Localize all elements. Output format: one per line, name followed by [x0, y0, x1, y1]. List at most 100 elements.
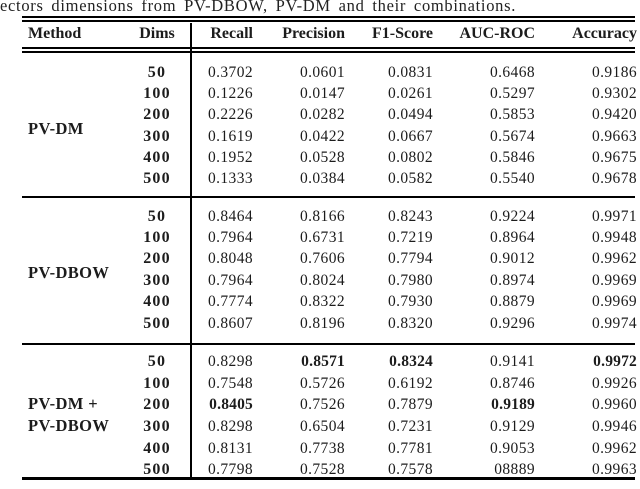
method-label-line: PV-DBOW — [28, 415, 110, 435]
metric-value-cell: 0.7980 — [387, 271, 433, 289]
metric-value-cell: 0.7528 — [299, 461, 345, 479]
metric-value-cell: 0.9302 — [591, 84, 637, 102]
table-row: 50 0.8464 0.8166 0.8243 0.9224 0.9971 — [0, 206, 640, 227]
dims-cell: 50 — [147, 63, 167, 81]
metric-value-cell: 0.0261 — [387, 84, 433, 102]
metric-value-cell: 0.9972 — [593, 352, 637, 370]
metric-value-cell: 0.1226 — [207, 84, 253, 102]
metric-value-cell: 0.8879 — [489, 293, 535, 311]
dims-cell: 200 — [143, 396, 171, 414]
metric-value-cell: 0.0582 — [387, 170, 433, 188]
metric-value-cell: 0.0831 — [387, 63, 433, 81]
metric-value-cell: 0.8607 — [207, 314, 253, 332]
table-row: 50 0.8298 0.8571 0.8324 0.9141 0.9972 — [0, 351, 640, 373]
method-label: PV-DBOW — [28, 262, 109, 284]
metric-value-cell: 0.6192 — [387, 374, 433, 392]
metric-value-cell: 0.8320 — [387, 314, 433, 332]
header-accuracy: Accuracy — [572, 25, 637, 42]
metric-value-cell: 0.7794 — [387, 250, 433, 268]
header-recall: Recall — [210, 25, 253, 42]
header-dims: Dims — [139, 25, 175, 42]
metric-value-cell: 0.8405 — [209, 396, 253, 414]
metric-value-cell: 0.9296 — [489, 314, 535, 332]
metric-value-cell: 0.0667 — [387, 127, 433, 145]
group-separator-rule — [22, 343, 635, 345]
metric-value-cell: 0.9962 — [591, 439, 637, 457]
table-row: 400 0.7774 0.8322 0.7930 0.8879 0.9969 — [0, 292, 640, 313]
metric-value-cell: 0.7879 — [387, 396, 433, 414]
table-row: 500 0.1333 0.0384 0.0582 0.5540 0.9678 — [0, 168, 640, 189]
metric-value-cell: 0.8024 — [299, 271, 345, 289]
metric-value-cell: 0.0384 — [299, 170, 345, 188]
metric-value-cell: 0.5846 — [489, 148, 535, 166]
metric-value-cell: 0.9678 — [591, 170, 637, 188]
method-label: PV-DM — [28, 118, 84, 140]
metric-value-cell: 0.9189 — [491, 396, 535, 414]
metric-value-cell: 0.7548 — [207, 374, 253, 392]
metric-value-cell: 0.7964 — [207, 229, 253, 247]
group-pv-dm-pv-dbow: 50 0.8298 0.8571 0.8324 0.9141 0.9972 100 0.754… — [0, 351, 640, 481]
method-label-line: PV-DM — [28, 119, 84, 138]
metric-value-cell: 0.5297 — [489, 84, 535, 102]
table-row: 200 0.8048 0.7606 0.7794 0.9012 0.9962 — [0, 249, 640, 270]
metric-value-cell: 0.1619 — [207, 127, 253, 145]
dims-cell: 100 — [143, 374, 171, 392]
metric-value-cell: 0.7964 — [207, 271, 253, 289]
metric-value-cell: 0.9186 — [591, 63, 637, 81]
table-row: 50 0.3702 0.0601 0.0831 0.6468 0.9186 — [0, 62, 640, 83]
dims-cell: 300 — [143, 417, 171, 435]
metric-value-cell: 0.7231 — [387, 417, 433, 435]
metric-value-cell: 0.8974 — [489, 271, 535, 289]
metric-value-cell: 0.2226 — [207, 106, 253, 124]
metric-value-cell: 0.9948 — [591, 229, 637, 247]
bottom-rule — [22, 477, 635, 480]
metric-value-cell: 0.8048 — [207, 250, 253, 268]
top-double-rule — [22, 16, 635, 22]
metric-value-cell: 0.6504 — [299, 417, 345, 435]
dims-cell: 500 — [143, 314, 171, 332]
metric-value-cell: 0.9974 — [591, 314, 637, 332]
group-pv-dbow: 50 0.8464 0.8166 0.8243 0.9224 0.9971 100 0.796… — [0, 206, 640, 334]
dims-cell: 50 — [147, 352, 167, 370]
metric-value-cell: 0.5540 — [489, 170, 535, 188]
metric-value-cell: 0.0422 — [299, 127, 345, 145]
table-row: 400 0.1952 0.0528 0.0802 0.5846 0.9675 — [0, 147, 640, 168]
metric-value-cell: 0.1333 — [207, 170, 253, 188]
header-double-rule — [22, 47, 635, 53]
dims-cell: 400 — [143, 439, 171, 457]
metric-value-cell: 0.8964 — [489, 229, 535, 247]
table-row: 300 0.7964 0.8024 0.7980 0.8974 0.9969 — [0, 270, 640, 291]
metric-value-cell: 0.9053 — [489, 439, 535, 457]
metric-value-cell: 0.9012 — [489, 250, 535, 268]
metric-value-cell: 0.8298 — [207, 417, 253, 435]
metric-value-cell: 0.8746 — [489, 374, 535, 392]
metric-value-cell: 0.9960 — [591, 396, 637, 414]
metric-value-cell: 0.5853 — [489, 106, 535, 124]
table-row: 200 0.8405 0.7526 0.7879 0.9189 0.9960 — [0, 394, 640, 416]
dims-cell: 400 — [143, 148, 171, 166]
metric-value-cell: 0.8464 — [207, 207, 253, 225]
header-auc-roc: AUC-ROC — [459, 25, 535, 42]
dims-column-divider — [190, 23, 192, 478]
metric-value-cell: 0.0494 — [387, 106, 433, 124]
group-pv-dm: 50 0.3702 0.0601 0.0831 0.6468 0.9186 100 0.122… — [0, 62, 640, 190]
table-row: 300 0.8298 0.6504 0.7231 0.9129 0.9946 — [0, 416, 640, 438]
metric-value-cell: 0.6731 — [299, 229, 345, 247]
metric-value-cell: 0.8324 — [389, 352, 433, 370]
dims-cell: 200 — [143, 250, 171, 268]
metric-value-cell: 0.9926 — [591, 374, 637, 392]
metric-value-cell: 0.8298 — [207, 352, 253, 370]
metric-value-cell: 0.3702 — [207, 63, 253, 81]
table-row: 100 0.7548 0.5726 0.6192 0.8746 0.9926 — [0, 373, 640, 395]
metric-value-cell: 0.9129 — [489, 417, 535, 435]
metric-value-cell: 0.7781 — [387, 439, 433, 457]
metric-value-cell: 0.9969 — [591, 271, 637, 289]
metric-value-cell: 0.7606 — [299, 250, 345, 268]
dims-cell: 300 — [143, 271, 171, 289]
metric-value-cell: 0.7738 — [299, 439, 345, 457]
metric-value-cell: 0.0802 — [387, 148, 433, 166]
dims-cell: 100 — [143, 229, 171, 247]
metric-value-cell: 0.0147 — [299, 84, 345, 102]
table-row: 300 0.1619 0.0422 0.0667 0.5674 0.9663 — [0, 126, 640, 147]
